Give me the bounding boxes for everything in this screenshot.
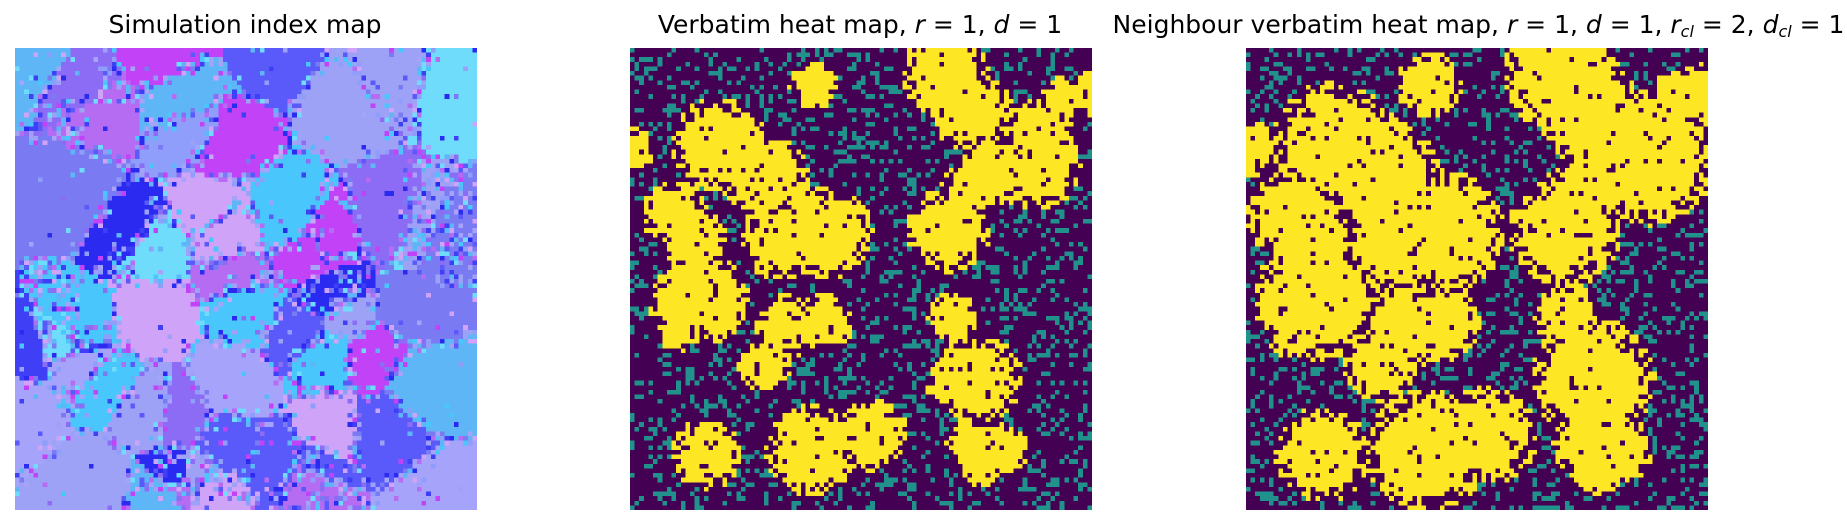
simulation-index-heatmap	[15, 48, 477, 510]
title-part: r	[1670, 10, 1681, 39]
title-part: Verbatim heat map,	[657, 10, 915, 39]
title-part: = 2,	[1693, 10, 1763, 39]
verbatim-heatmap	[630, 48, 1092, 510]
title-part: d	[1762, 10, 1779, 39]
title-part: cl	[1680, 22, 1694, 41]
chart-title-verbatim-heat-map: Verbatim heat map, r = 1, d = 1	[555, 10, 1165, 39]
title-part: = 1	[1791, 10, 1845, 39]
title-part: r	[1506, 10, 1518, 39]
title-part: d	[1585, 10, 1602, 39]
panel-verbatim-heat-map: Verbatim heat map, r = 1, d = 1	[555, 0, 1165, 525]
title-part: Neighbour verbatim heat map,	[1112, 10, 1507, 39]
title-part: r	[914, 10, 925, 39]
title-part: = 1,	[1601, 10, 1671, 39]
neighbour-verbatim-heatmap	[1246, 48, 1708, 510]
title-part: d	[993, 10, 1010, 39]
panel-neighbour-verbatim-heat-map: Neighbour verbatim heat map, r = 1, d = …	[1110, 0, 1847, 525]
chart-title-simulation-index: Simulation index map	[108, 10, 382, 39]
title-part: = 1	[1009, 10, 1063, 39]
title-part: cl	[1778, 22, 1792, 41]
chart-title-neighbour-verbatim-heat-map: Neighbour verbatim heat map, r = 1, d = …	[1110, 10, 1847, 41]
title-part: = 1,	[1517, 10, 1586, 39]
title-part: = 1,	[924, 10, 994, 39]
panel-simulation-index: Simulation index map	[0, 0, 490, 525]
